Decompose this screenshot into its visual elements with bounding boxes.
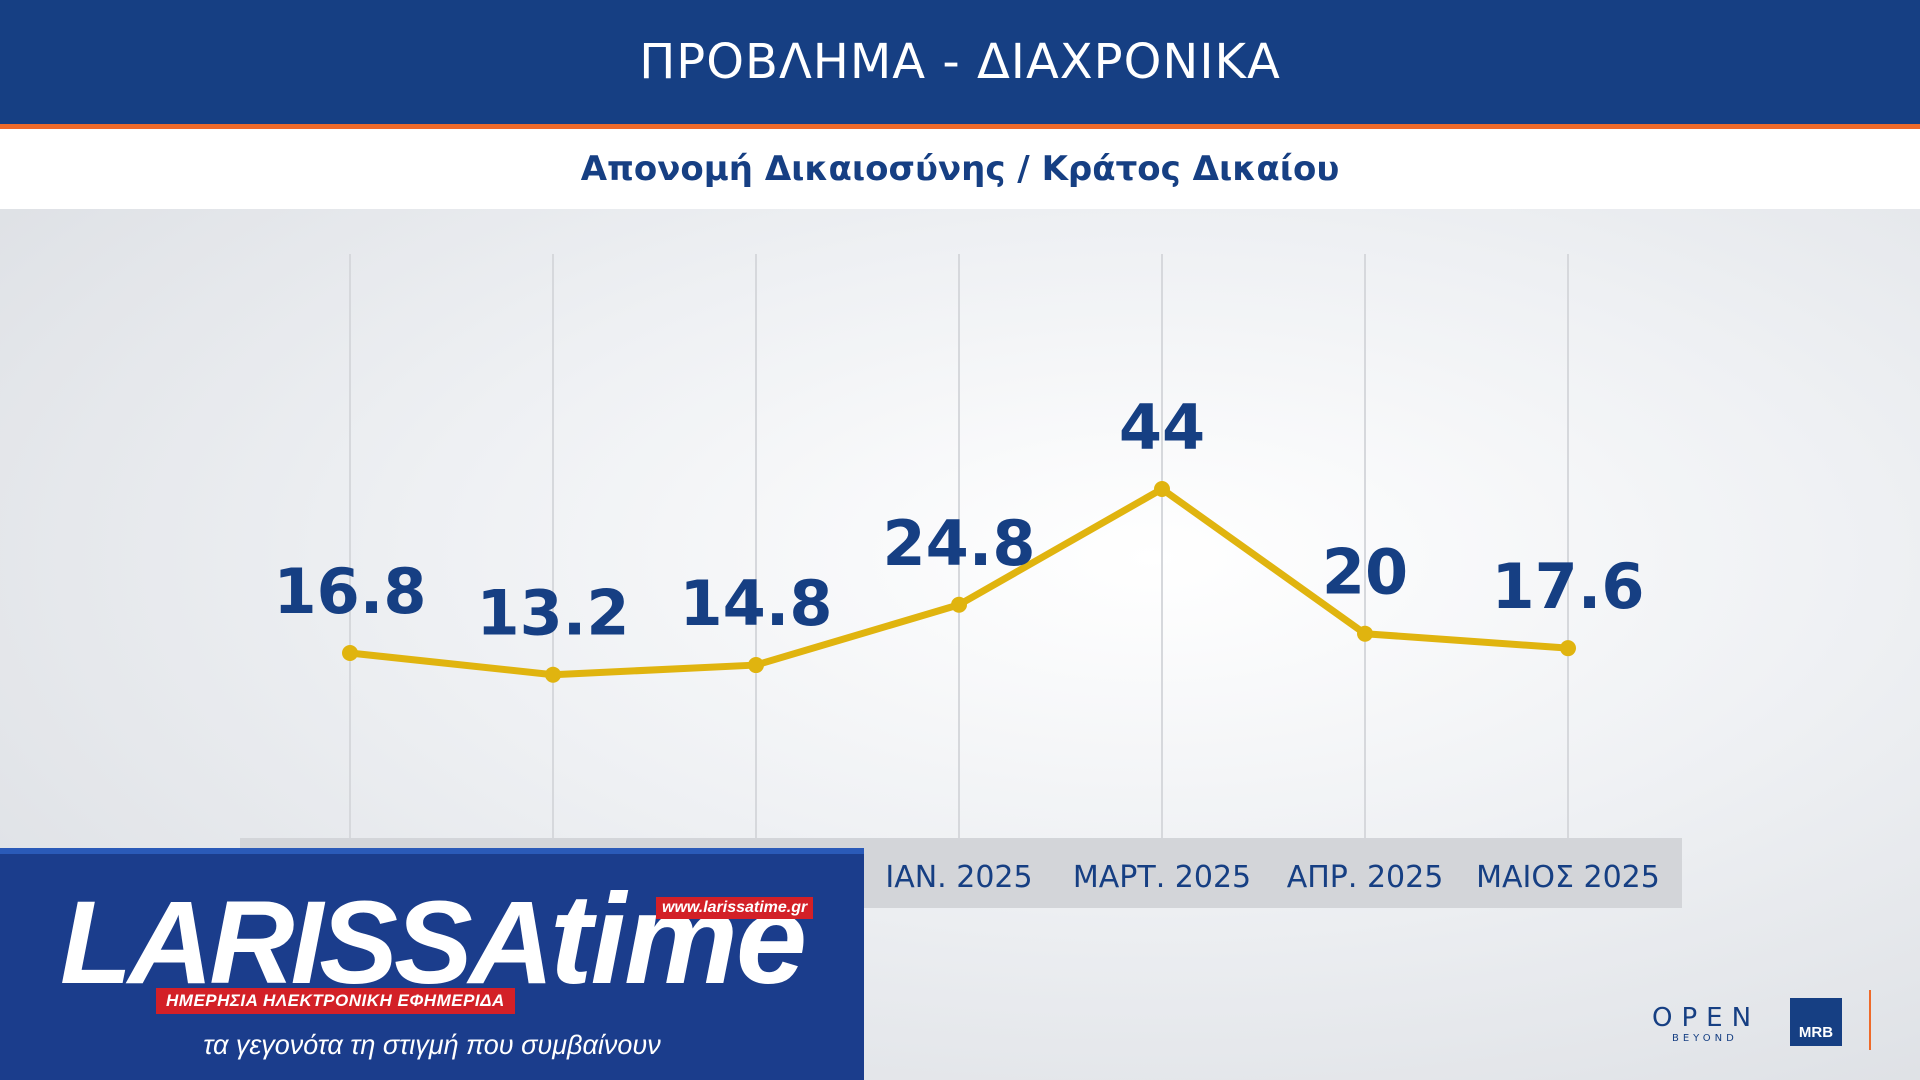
header-accent-line (0, 124, 1920, 129)
brand-url[interactable]: www.larissatime.gr (656, 897, 814, 919)
data-label: 44 (1119, 391, 1205, 464)
data-point (1357, 625, 1373, 642)
data-label: 13.2 (477, 577, 630, 650)
x-tick-label: ΑΠΡ. 2025 (1286, 860, 1444, 895)
larissatime-banner (0, 848, 864, 1080)
logo-divider (1869, 990, 1871, 1050)
brand-suffix: time (549, 868, 807, 1011)
data-label: 16.8 (274, 555, 427, 628)
brand-tagline: ΗΜΕΡΗΣΙΑ ΗΛΕΚΤΡΟΝΙΚΗ ΕΦΗΜΕΡΙΔΑ (156, 988, 515, 1014)
chart-title: ΠΡΟΒΛΗΜΑ - ΔΙΑΧΡΟΝΙΚΑ (639, 34, 1281, 90)
subtitle-bar (0, 129, 1920, 209)
data-label: 24.8 (883, 507, 1036, 580)
data-point (1154, 480, 1170, 497)
line-chart: 16.8 13.2 14.8 24.8 44 20 17.6 (274, 254, 1645, 839)
data-point (951, 596, 967, 613)
mrb-logo (1790, 998, 1842, 1046)
brand-name: LARISSA (60, 877, 554, 1009)
data-label: 17.6 (1492, 550, 1645, 623)
brand-slogan: τα γεγονότα τη στιγμή που συμβαίνουν (203, 1030, 661, 1060)
chart-subtitle: Απονομή Δικαιοσύνης / Κράτος Δικαίου (580, 149, 1340, 189)
open-logo-subtitle: BEYOND (1672, 1033, 1738, 1044)
data-label: 20 (1322, 536, 1408, 609)
x-tick-label: ΙΑΝ. 2025 (885, 860, 1033, 895)
data-point (748, 657, 764, 674)
x-tick-label: ΜΑΙΟΣ 2025 (1476, 860, 1660, 895)
data-label: 14.8 (680, 567, 833, 640)
brand-logo: LARISSAtime (60, 876, 807, 1004)
mrb-logo-text: MRB (1798, 1024, 1834, 1041)
open-logo: OPEN (1652, 1003, 1761, 1033)
header-bar (0, 0, 1920, 124)
data-point (342, 645, 358, 661)
data-point (545, 666, 561, 683)
x-tick-label: ΜΑΡΤ. 2025 (1072, 860, 1252, 895)
data-point (1560, 640, 1576, 657)
banner-stripe (0, 848, 864, 854)
